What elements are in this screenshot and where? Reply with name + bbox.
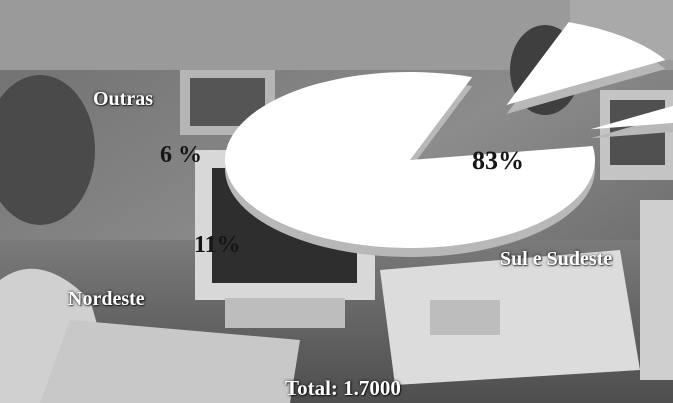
category-label-outras: Outras <box>93 88 153 110</box>
total-label: Total: 1.7000 <box>285 376 401 400</box>
value-label-nordeste: 11% <box>194 232 241 258</box>
slice-outras-top <box>590 105 673 130</box>
slice-nordeste-top <box>506 22 666 105</box>
slices-layer <box>224 22 673 258</box>
category-label-sul-e-sudeste: Sul e Sudeste <box>500 248 613 270</box>
slice-nordeste <box>506 22 666 114</box>
value-label-sul-e-sudeste: 83% <box>472 146 524 175</box>
slice-outras-side <box>590 114 673 139</box>
slice-outras <box>590 105 673 139</box>
slice-sul-e-sudeste <box>224 71 595 258</box>
value-label-outras: 6 % <box>160 142 202 168</box>
slice-sul-e-sudeste-top <box>224 71 595 248</box>
category-label-nordeste: Nordeste <box>68 288 145 310</box>
